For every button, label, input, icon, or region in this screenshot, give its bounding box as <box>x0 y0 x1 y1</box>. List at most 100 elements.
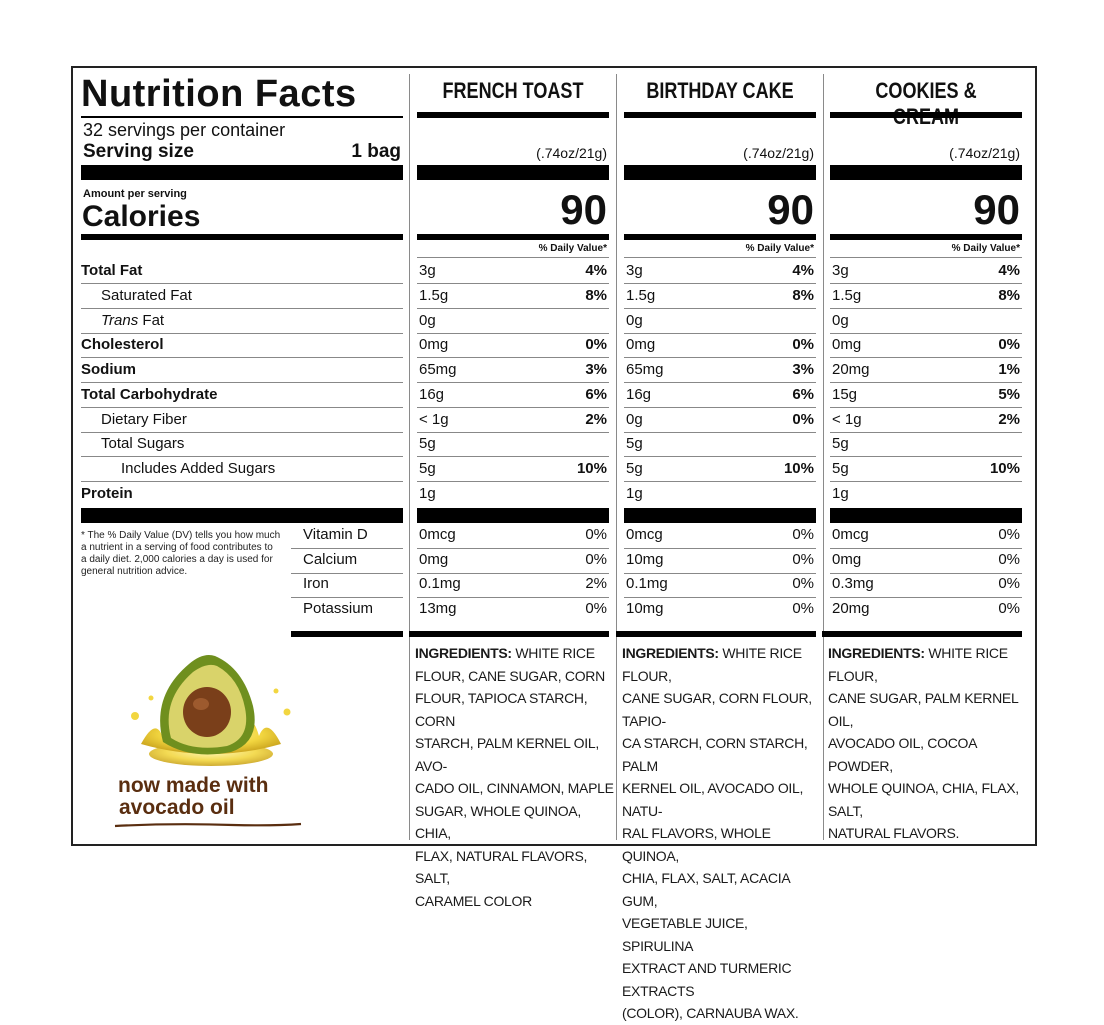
serving-weight: (.74oz/21g) <box>743 145 814 161</box>
nutrient-daily-value: 3% <box>585 361 607 378</box>
nutrient-amount: 5g <box>832 435 849 452</box>
vitamin-label: Vitamin D <box>303 526 368 543</box>
nutrient-label: Protein <box>81 485 133 502</box>
nutrient-amount: 0mg <box>832 336 862 353</box>
nutrient-amount: 5g <box>419 460 436 477</box>
nutrient-amount: 3g <box>832 262 849 279</box>
nutrient-amount: < 1g <box>419 411 449 428</box>
daily-value-footnote: * The % Daily Value (DV) tells you how m… <box>81 530 281 577</box>
vitamin-daily-value: 0% <box>792 600 814 617</box>
vitamin-amount: 0.1mg <box>419 575 461 592</box>
nutrient-daily-value: 8% <box>998 287 1020 304</box>
ingredients-text: INGREDIENTS: WHITE RICE FLOUR, CANE SUGAR… <box>828 645 1019 841</box>
flavor-name: FRENCH TOAST <box>442 78 584 103</box>
servings-per-container: 32 servings per container <box>83 120 286 140</box>
vitamin-daily-value: 0% <box>998 575 1020 592</box>
tagline-line-2: avocado oil <box>119 796 235 819</box>
vitamin-amount: 13mg <box>419 600 457 617</box>
ingredients-label: INGREDIENTS: <box>622 645 719 661</box>
vitamin-daily-value: 2% <box>585 575 607 592</box>
nutrient-amount: 0mg <box>626 336 656 353</box>
vitamin-daily-value: 0% <box>998 600 1020 617</box>
nutrient-amount: 5g <box>626 435 643 452</box>
nutrient-amount: 15g <box>832 386 858 403</box>
vitamin-daily-value: 0% <box>792 551 814 568</box>
nutrient-daily-value: 0% <box>792 336 814 353</box>
ingredients-label: INGREDIENTS: <box>828 645 925 661</box>
calories-label: Calories <box>82 200 201 233</box>
nutrient-label: Includes Added Sugars <box>121 460 276 477</box>
nutrient-daily-value: 5% <box>998 386 1020 403</box>
nutrient-amount: 16g <box>626 386 652 403</box>
nutrient-daily-value: 4% <box>998 262 1020 279</box>
vitamin-daily-value: 0% <box>998 551 1020 568</box>
nutrient-label: Dietary Fiber <box>101 411 187 428</box>
calories-value: 90 <box>767 186 814 233</box>
vitamin-daily-value: 0% <box>998 526 1020 543</box>
vitamin-label: Potassium <box>303 600 374 617</box>
nutrient-daily-value: 10% <box>783 460 814 477</box>
serving-weight: (.74oz/21g) <box>949 145 1020 161</box>
nutrient-amount: 5g <box>832 460 849 477</box>
nutrient-daily-value: 0% <box>998 336 1020 353</box>
vitamin-amount: 0mcg <box>832 526 869 543</box>
vitamin-amount: 0mcg <box>419 526 456 543</box>
daily-value-header: % Daily Value* <box>951 243 1020 254</box>
nutrient-daily-value: 2% <box>998 411 1020 428</box>
nutrient-daily-value: 8% <box>585 287 607 304</box>
nutrient-daily-value: 3% <box>792 361 814 378</box>
nutrient-amount: 20mg <box>832 361 870 378</box>
nutrient-amount: 1.5g <box>832 287 862 304</box>
vitamin-daily-value: 0% <box>585 551 607 568</box>
calories-value: 90 <box>560 186 607 233</box>
daily-value-header: % Daily Value* <box>538 243 607 254</box>
nutrient-amount: 3g <box>626 262 643 279</box>
vitamin-amount: 0mcg <box>626 526 663 543</box>
nutrient-daily-value: 2% <box>585 411 607 428</box>
nutrient-label: Sodium <box>81 361 136 378</box>
nutrient-daily-value: 6% <box>585 386 607 403</box>
vitamin-daily-value: 0% <box>792 526 814 543</box>
flavor-name: COOKIES & CREAM <box>875 78 977 129</box>
nutrient-amount: < 1g <box>832 411 862 428</box>
nutrient-daily-value: 8% <box>792 287 814 304</box>
ingredients-text: INGREDIENTS: WHITE RICE FLOUR, CANE SUGAR… <box>415 645 614 909</box>
flavor-name: BIRTHDAY CAKE <box>646 78 794 103</box>
daily-value-header: % Daily Value* <box>745 243 814 254</box>
nutrient-daily-value: 10% <box>989 460 1020 477</box>
serving-size-value: 1 bag <box>351 141 401 162</box>
vitamin-daily-value: 0% <box>792 575 814 592</box>
nutrient-amount: 3g <box>419 262 436 279</box>
vitamin-daily-value: 0% <box>585 526 607 543</box>
tagline-line-1: now made with <box>118 774 269 797</box>
vitamin-label: Calcium <box>303 551 358 568</box>
nutrient-amount: 1g <box>626 485 643 502</box>
vitamin-amount: 0mg <box>832 551 862 568</box>
nutrient-daily-value: 0% <box>792 411 814 428</box>
nutrient-amount: 1g <box>832 485 849 502</box>
amount-per-serving: Amount per serving <box>83 188 187 200</box>
nutrient-amount: 0g <box>626 312 643 329</box>
nutrient-daily-value: 4% <box>792 262 814 279</box>
vitamin-amount: 0mg <box>419 551 449 568</box>
nutrient-label: Cholesterol <box>81 336 164 353</box>
nutrient-amount: 0g <box>832 312 849 329</box>
nutrient-amount: 16g <box>419 386 445 403</box>
page-title: Nutrition Facts <box>81 73 357 115</box>
ingredients-label: INGREDIENTS: <box>415 645 512 661</box>
nutrient-label: Total Fat <box>81 262 143 279</box>
nutrient-daily-value: 10% <box>576 460 607 477</box>
nutrient-amount: 65mg <box>419 361 457 378</box>
ingredients-text: INGREDIENTS: WHITE RICE FLOUR, CANE SUGAR… <box>622 645 812 1021</box>
nutrient-label: Total Carbohydrate <box>81 386 218 403</box>
vitamin-daily-value: 0% <box>585 600 607 617</box>
nutrient-label: Saturated Fat <box>101 287 192 304</box>
nutrient-amount: 65mg <box>626 361 664 378</box>
nutrient-label: Total Sugars <box>101 435 185 452</box>
tagline-underline <box>114 822 302 828</box>
nutrient-amount: 0g <box>626 411 643 428</box>
nutrient-amount: 5g <box>626 460 643 477</box>
nutrient-amount: 1.5g <box>419 287 449 304</box>
nutrient-label: Trans Fat <box>101 312 165 329</box>
vitamin-amount: 10mg <box>626 551 664 568</box>
